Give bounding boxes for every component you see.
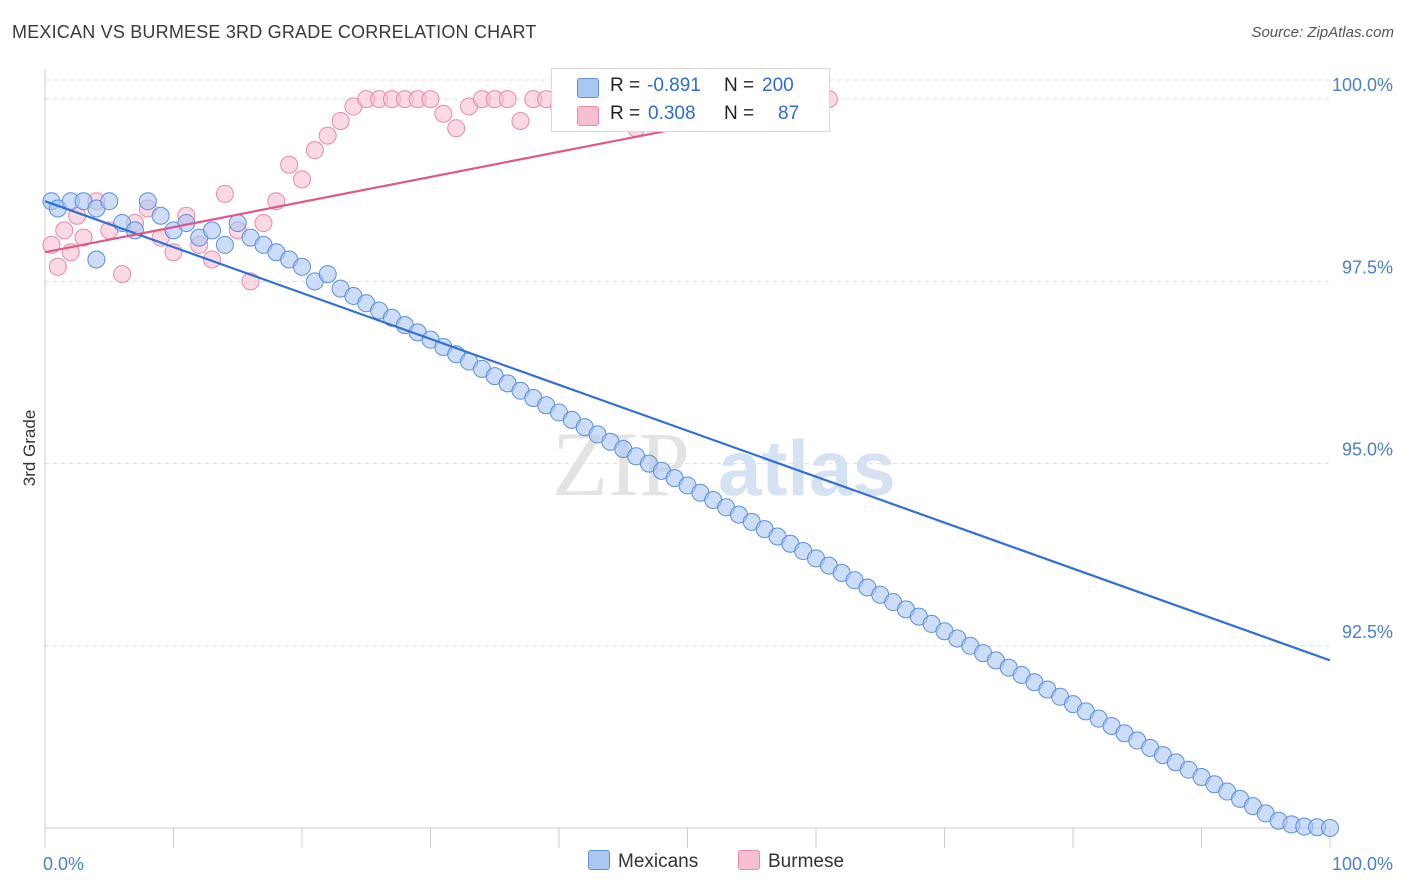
mexicans-point bbox=[1321, 819, 1339, 837]
burmese-point bbox=[215, 184, 234, 203]
burmese-point bbox=[318, 126, 337, 145]
burmese-point bbox=[254, 214, 273, 233]
mexicans-points bbox=[42, 192, 1339, 837]
r-value: -0.891 bbox=[647, 75, 701, 96]
burmese-point bbox=[280, 155, 299, 174]
burmese-point bbox=[434, 104, 453, 123]
n-value: 200 bbox=[762, 75, 794, 96]
grid-lines bbox=[45, 79, 1330, 647]
legend-swatch-pink bbox=[738, 850, 760, 870]
y-tick-label: 95.0% bbox=[1342, 440, 1393, 460]
chart-title: MEXICAN VS BURMESE 3RD GRADE CORRELATION… bbox=[12, 22, 537, 42]
mexicans-point bbox=[228, 214, 247, 233]
burmese-point bbox=[203, 250, 222, 269]
burmese-point bbox=[447, 119, 466, 138]
mexicans-point bbox=[215, 235, 234, 254]
y-axis-label: 3rd Grade bbox=[20, 410, 39, 487]
watermark-atlas: atlas bbox=[718, 424, 896, 512]
legend-row-mexicans: R = -0.891 N = 200 bbox=[552, 73, 829, 101]
legend-label-mexicans: Mexicans bbox=[618, 851, 699, 872]
legend-swatch-blue bbox=[577, 78, 599, 98]
mexicans-trend-line bbox=[44, 200, 1331, 662]
legend-swatch-pink bbox=[577, 106, 599, 126]
burmese-point bbox=[305, 141, 324, 160]
x-tick-label: 100.0% bbox=[1332, 854, 1393, 874]
burmese-point bbox=[331, 112, 350, 131]
correlation-legend: R = -0.891 N = 200 R = 0.308 N = 87 bbox=[551, 68, 830, 132]
burmese-point bbox=[498, 90, 517, 109]
mexicans-point bbox=[293, 257, 311, 276]
mexicans-point bbox=[138, 192, 157, 211]
burmese-point bbox=[48, 257, 67, 276]
mexicans-point bbox=[100, 192, 119, 211]
n-value: 87 bbox=[778, 103, 800, 124]
r-value: 0.308 bbox=[648, 103, 696, 124]
burmese-point bbox=[421, 90, 440, 109]
burmese-point bbox=[74, 228, 93, 247]
legend-item-burmese: Burmese bbox=[738, 850, 844, 873]
burmese-point bbox=[293, 170, 311, 189]
burmese-point bbox=[511, 112, 530, 131]
mexicans-point bbox=[151, 206, 170, 225]
legend-row-burmese: R = 0.308 N = 87 bbox=[552, 101, 829, 129]
n-label: N = bbox=[724, 103, 755, 124]
legend-label-burmese: Burmese bbox=[768, 851, 845, 872]
r-label: R = bbox=[610, 103, 641, 124]
y-tick-label: 97.5% bbox=[1342, 257, 1393, 277]
y-tick-label: 100.0% bbox=[1332, 75, 1393, 95]
burmese-point bbox=[113, 265, 132, 284]
legend-swatch-blue bbox=[588, 850, 610, 870]
mexicans-point bbox=[318, 265, 337, 284]
legend-item-mexicans: Mexicans bbox=[588, 850, 698, 873]
y-tick-label: 92.5% bbox=[1342, 622, 1393, 642]
mexicans-point bbox=[203, 221, 222, 240]
x-tick-label: 0.0% bbox=[43, 854, 84, 874]
n-label: N = bbox=[724, 75, 755, 96]
mexicans-point bbox=[87, 250, 106, 269]
r-label: R = bbox=[610, 75, 641, 96]
trend-lines bbox=[44, 98, 1331, 662]
burmese-point bbox=[55, 221, 74, 240]
tick-labels: 92.5% 95.0% 97.5% 100.0% 0.0% 100.0% bbox=[43, 75, 1393, 874]
source-label: Source: ZipAtlas.com bbox=[1251, 24, 1394, 41]
